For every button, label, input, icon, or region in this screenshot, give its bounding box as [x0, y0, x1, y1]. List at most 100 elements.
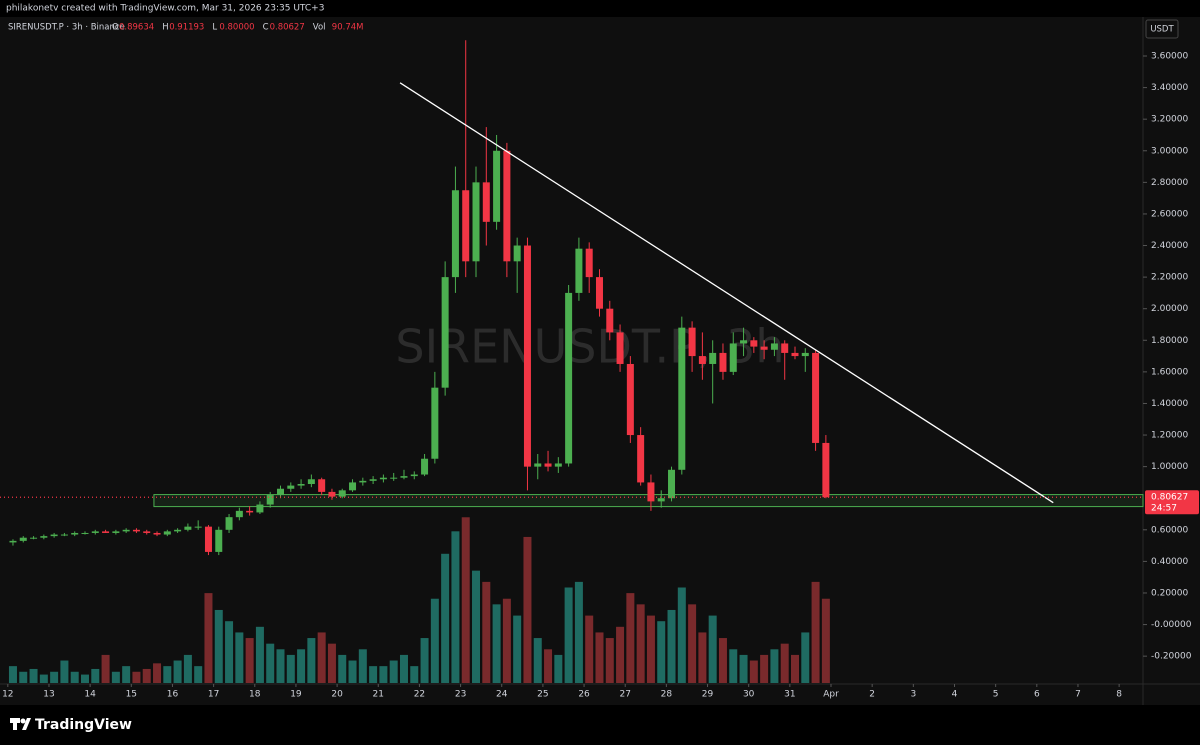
currency-box [1145, 19, 1179, 39]
header: philakonetv created with TradingView.com… [6, 4, 324, 14]
volume-bar [708, 615, 717, 683]
x-tick-label: 22 [414, 690, 425, 700]
volume-bar [19, 671, 28, 683]
candle-body [801, 352, 809, 357]
legend-value: 0.80000 [219, 23, 254, 33]
candle-body [112, 531, 120, 533]
candle-body [204, 526, 212, 552]
x-tick-label: 16 [167, 690, 179, 700]
candle-body [760, 346, 768, 350]
x-tick-label: 26 [578, 690, 590, 700]
volume-bar [91, 668, 100, 683]
candle-body [719, 352, 727, 372]
legend-label: Vol [313, 23, 326, 33]
volume-bar [235, 632, 244, 683]
volume-bar [698, 632, 707, 683]
candle-body [647, 482, 655, 502]
legend-value: 0.80627 [270, 23, 305, 33]
price-tag-value: 0.80627 [1151, 493, 1188, 503]
volume-bar [749, 660, 758, 683]
volume-bar [70, 671, 79, 683]
volume-bar [729, 649, 738, 683]
volume-bar [348, 660, 357, 683]
y-tick-label: 3.60000 [1151, 52, 1188, 62]
volume-bar [389, 660, 398, 683]
x-tick-label: 12 [2, 690, 13, 700]
candle-body [585, 248, 593, 278]
candle-body [102, 531, 110, 533]
volume-bar [50, 671, 59, 683]
candle-body [822, 442, 830, 498]
volume-bar [111, 671, 120, 683]
footer-brand: TradingView [35, 717, 132, 733]
y-tick-label: 1.20000 [1151, 431, 1188, 441]
volume-bar [214, 609, 223, 683]
volume-bar [739, 654, 748, 683]
volume-bar [163, 666, 172, 683]
volume-bar [153, 663, 162, 683]
y-tick-label: 0.20000 [1151, 588, 1188, 598]
candle-body [369, 479, 377, 481]
candle-body [338, 490, 346, 497]
candle-body [50, 534, 58, 537]
candle-body [565, 292, 573, 464]
y-tick-label: 1.60000 [1151, 367, 1188, 377]
legend-value: 90.74M [332, 23, 364, 33]
y-tick-label: 0.60000 [1151, 525, 1188, 535]
candle-body [554, 463, 562, 467]
x-tick-label: 28 [661, 690, 673, 700]
logo-shape [22, 718, 31, 730]
volume-bar [472, 570, 481, 683]
volume-bar [790, 654, 799, 683]
x-tick-label: 8 [1116, 690, 1122, 700]
volume-bar [410, 666, 419, 683]
candle-body [781, 343, 789, 353]
y-tick-label: 3.20000 [1151, 115, 1188, 125]
volume-bar [646, 615, 655, 683]
volume-bar [554, 654, 563, 683]
x-tick-label: 14 [84, 690, 96, 700]
volume-bar [533, 638, 542, 683]
candle-body [451, 190, 459, 278]
volume-bar [307, 638, 316, 683]
volume-bar [132, 671, 141, 683]
volume-bar [327, 643, 336, 683]
volume-bar [183, 654, 192, 683]
y-tick-label: 2.00000 [1151, 304, 1188, 314]
volume-bar [595, 632, 604, 683]
candle-body [60, 534, 68, 536]
candle-body [297, 484, 305, 486]
candle-body [390, 477, 398, 479]
volume-bar [616, 626, 625, 683]
volume-bar [276, 649, 285, 683]
volume-bar [245, 638, 254, 683]
volume-bar [317, 632, 326, 683]
y-tick-label: 2.20000 [1151, 273, 1188, 283]
volume-bar [667, 609, 676, 683]
y-tick-label: -0.20000 [1151, 652, 1192, 662]
volume-bar [636, 604, 645, 683]
y-tick-label: -0.00000 [1151, 620, 1192, 630]
trendline [399, 82, 1054, 504]
candle-body [266, 495, 274, 505]
volume-bar [441, 553, 450, 683]
volume-bar [770, 649, 779, 683]
volume-bar [204, 593, 213, 683]
candle-body [791, 352, 799, 357]
x-tick-label: 23 [455, 690, 466, 700]
candle-body [431, 387, 439, 459]
candle-body [163, 531, 171, 535]
candle-body [770, 343, 778, 350]
candle-body [678, 327, 686, 470]
volume-bar [194, 666, 203, 683]
legend-value: 0.89634 [119, 23, 154, 33]
y-tick-label: 0.40000 [1151, 557, 1188, 567]
x-tick-label: 5 [993, 690, 999, 700]
volume-bar [502, 598, 511, 683]
logo-shape [13, 718, 17, 730]
candle-body [132, 529, 140, 532]
x-tick-label: 24 [496, 690, 508, 700]
candle-body [626, 363, 634, 436]
x-tick-label: 29 [702, 690, 714, 700]
volume-bar [574, 581, 583, 683]
